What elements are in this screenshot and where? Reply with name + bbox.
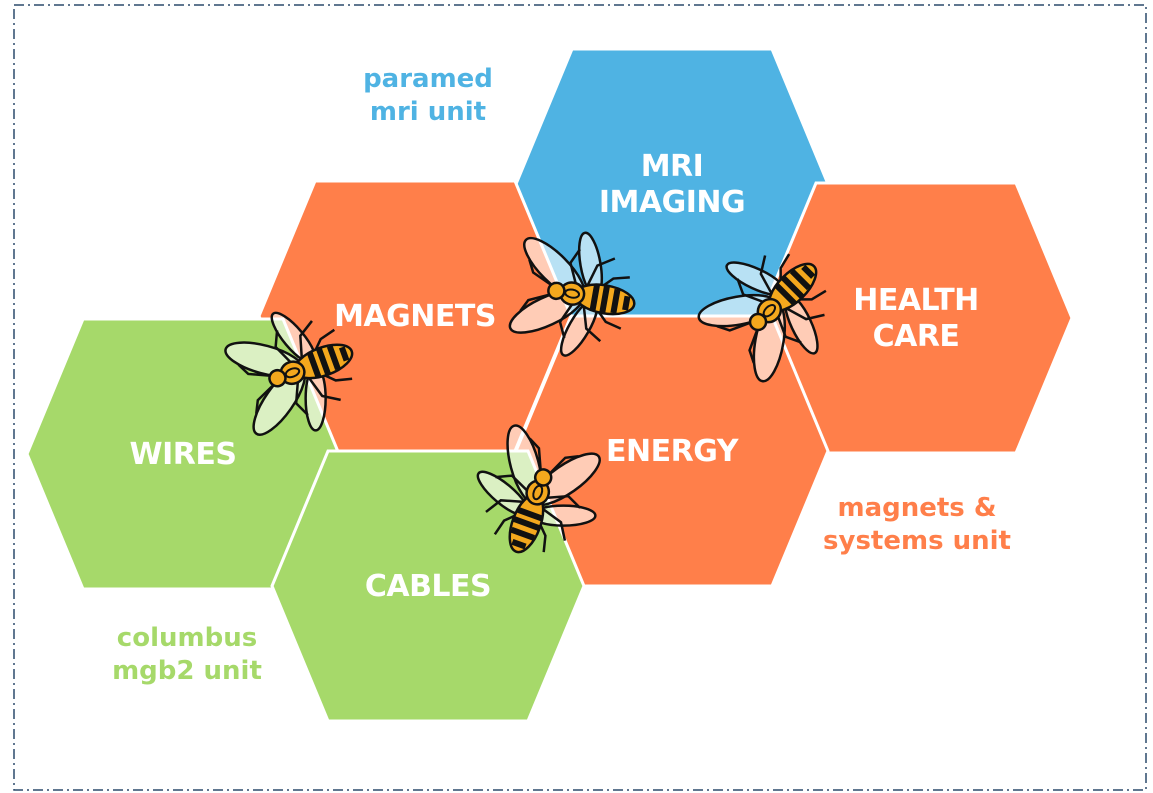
hexagon-label: ENERGY: [606, 434, 740, 469]
diagram: MRIIMAGING MAGNETS HEALTHCARE WIRES ENERGY CA…: [0, 0, 1153, 793]
unit-label: mri unit: [370, 97, 486, 127]
hexagon-label: WIRES: [130, 437, 237, 472]
hexagon-label: IMAGING: [599, 185, 745, 220]
hexagon-label: CABLES: [365, 569, 491, 604]
unit-label: paramed: [363, 64, 493, 94]
hexagon-label: HEALTH: [853, 283, 979, 318]
unit-label: columbus: [117, 623, 257, 653]
hexagon-label: MAGNETS: [334, 299, 496, 334]
hexagon-label: CARE: [873, 319, 960, 354]
hexagon-label: MRI: [641, 149, 704, 184]
unit-label: magnets &: [837, 493, 996, 523]
unit-label: systems unit: [823, 526, 1011, 556]
unit-label: mgb2 unit: [112, 656, 262, 686]
